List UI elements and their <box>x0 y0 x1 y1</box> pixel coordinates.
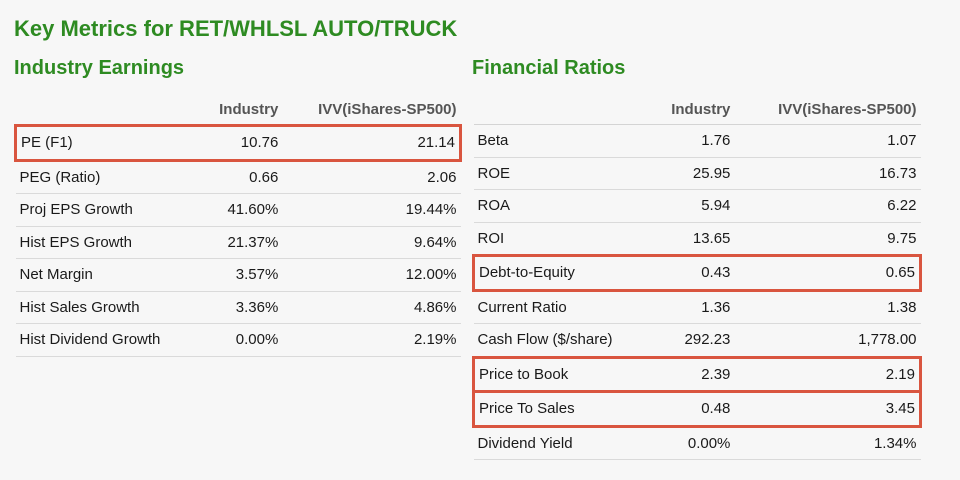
column-header-industry: Industry <box>214 94 283 126</box>
ivv-value-cell: 19.44% <box>282 193 461 227</box>
financial-ratios-table: Industry IVV(iShares-SP500) Beta 1.76 1.07… <box>471 94 923 460</box>
ivv-value-cell: 2.06 <box>282 160 461 194</box>
column-header-industry: Industry <box>644 94 735 125</box>
metric-label-cell: ROI <box>473 222 645 256</box>
column-header-metric <box>15 94 215 126</box>
metric-label-cell: Net Margin <box>15 258 215 292</box>
industry-value-cell: 0.66 <box>214 160 283 194</box>
table-row: Hist EPS Growth 21.37% 9.64% <box>15 226 461 259</box>
table-row: Beta 1.76 1.07 <box>473 124 921 158</box>
metric-label-cell: Price to Book <box>471 355 645 393</box>
column-header-ivv: IVV(iShares-SP500) <box>734 94 921 125</box>
table-row: Net Margin 3.57% 12.00% <box>15 258 461 292</box>
industry-value-cell: 3.36% <box>214 291 283 324</box>
metric-label-cell: Current Ratio <box>473 290 645 324</box>
table-row: ROE 25.95 16.73 <box>473 157 921 190</box>
page-title: Key Metrics for RET/WHLSL AUTO/TRUCK <box>14 16 458 41</box>
metric-label-cell: Price To Sales <box>471 390 645 428</box>
metric-label-cell: Cash Flow ($/share) <box>473 323 645 358</box>
table-header-row: Industry IVV(iShares-SP500) <box>473 94 921 125</box>
ivv-value-cell: 2.19 <box>734 355 923 393</box>
ivv-value-cell: 6.22 <box>734 189 921 223</box>
metric-label-cell: Dividend Yield <box>473 426 645 460</box>
table-row: Dividend Yield 0.00% 1.34% <box>473 426 921 460</box>
industry-value-cell: 10.76 <box>214 124 283 162</box>
metric-label-cell: PEG (Ratio) <box>15 160 215 194</box>
ivv-value-cell: 4.86% <box>282 291 461 324</box>
ivv-value-cell: 16.73 <box>734 157 921 190</box>
table-row: PEG (Ratio) 0.66 2.06 <box>15 160 461 194</box>
financial-ratios-heading: Financial Ratios <box>472 57 626 79</box>
ivv-value-cell: 1,778.00 <box>734 323 921 358</box>
industry-value-cell: 0.00% <box>214 323 283 357</box>
metric-label-cell: Hist Sales Growth <box>15 291 215 324</box>
ivv-value-cell: 9.64% <box>282 226 461 259</box>
table-row: ROI 13.65 9.75 <box>473 222 921 256</box>
industry-value-cell: 292.23 <box>644 323 735 358</box>
industry-value-cell: 0.43 <box>644 254 735 292</box>
table-row: Cash Flow ($/share) 292.23 1,778.00 <box>473 323 921 358</box>
ivv-value-cell: 0.65 <box>734 254 923 292</box>
metric-label-cell: PE (F1) <box>14 124 215 162</box>
ivv-value-cell: 3.45 <box>734 390 923 428</box>
table-header-row: Industry IVV(iShares-SP500) <box>15 94 461 126</box>
financial-ratios-section: Financial Ratios Industry IVV(iShares-SP… <box>471 54 923 460</box>
metric-label-cell: Hist EPS Growth <box>15 226 215 259</box>
table-row: ROA 5.94 6.22 <box>473 189 921 223</box>
metric-label-cell: Hist Dividend Growth <box>15 323 215 357</box>
metric-label-cell: Debt-to-Equity <box>471 254 645 292</box>
table-row: Hist Sales Growth 3.36% 4.86% <box>15 291 461 324</box>
table-row: Price to Book 2.39 2.19 <box>471 355 923 393</box>
industry-earnings-section: Industry Earnings Industry IVV(iShares-S… <box>14 54 463 357</box>
industry-earnings-heading: Industry Earnings <box>14 57 185 79</box>
table-row: Price To Sales 0.48 3.45 <box>471 390 923 428</box>
ivv-value-cell: 2.19% <box>282 323 461 357</box>
industry-earnings-table: Industry IVV(iShares-SP500) PE (F1) 10.76… <box>14 94 463 357</box>
table-row: Debt-to-Equity 0.43 0.65 <box>471 254 923 292</box>
metric-label-cell: Proj EPS Growth <box>15 193 215 227</box>
column-header-metric <box>473 94 645 125</box>
industry-value-cell: 13.65 <box>644 222 735 256</box>
ivv-value-cell: 1.34% <box>734 426 921 460</box>
ivv-value-cell: 1.07 <box>734 124 921 158</box>
table-row: Current Ratio 1.36 1.38 <box>473 290 921 324</box>
ivv-value-cell: 1.38 <box>734 290 921 324</box>
industry-value-cell: 0.00% <box>644 426 735 460</box>
industry-value-cell: 3.57% <box>214 258 283 292</box>
metric-label-cell: ROA <box>473 189 645 223</box>
industry-value-cell: 1.76 <box>644 124 735 158</box>
industry-value-cell: 2.39 <box>644 355 735 393</box>
table-body: PE (F1) 10.76 21.14 PEG (Ratio) 0.66 2.06 Proj… <box>14 124 463 357</box>
industry-value-cell: 5.94 <box>644 189 735 223</box>
table-row: Hist Dividend Growth 0.00% 2.19% <box>15 323 461 357</box>
industry-value-cell: 41.60% <box>214 193 283 227</box>
industry-value-cell: 21.37% <box>214 226 283 259</box>
table-row: PE (F1) 10.76 21.14 <box>14 124 463 162</box>
metric-label-cell: Beta <box>473 124 645 158</box>
ivv-value-cell: 12.00% <box>282 258 461 292</box>
industry-value-cell: 0.48 <box>644 390 735 428</box>
table-body: Beta 1.76 1.07 ROE 25.95 16.73 ROA 5.94 6.22 ROI 1… <box>471 124 923 460</box>
metric-label-cell: ROE <box>473 157 645 190</box>
column-header-ivv: IVV(iShares-SP500) <box>282 94 461 126</box>
ivv-value-cell: 21.14 <box>282 124 463 162</box>
ivv-value-cell: 9.75 <box>734 222 921 256</box>
industry-value-cell: 1.36 <box>644 290 735 324</box>
table-row: Proj EPS Growth 41.60% 19.44% <box>15 193 461 227</box>
industry-value-cell: 25.95 <box>644 157 735 190</box>
